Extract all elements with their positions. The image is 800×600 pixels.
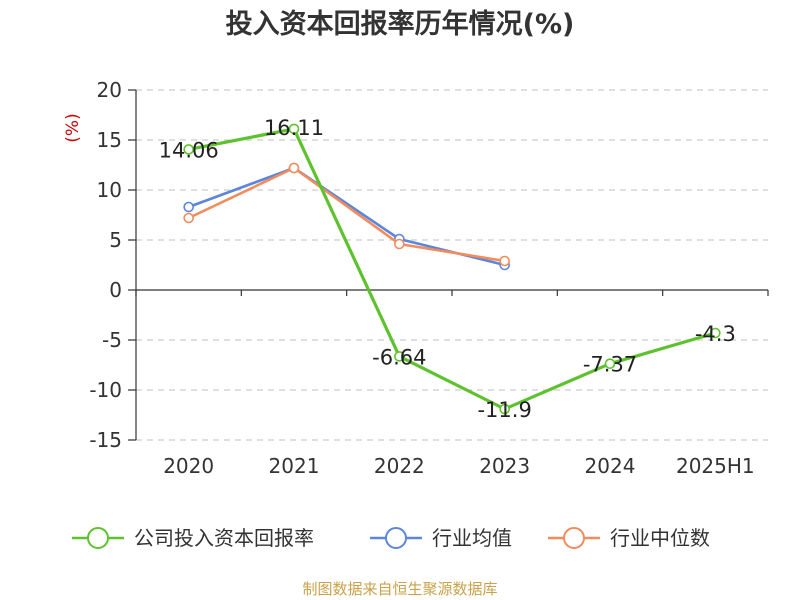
data-label: 16.11 — [264, 116, 324, 140]
series-line — [188, 127, 716, 411]
legend-label: 行业均值 — [432, 526, 512, 550]
y-axis-label: (%) — [63, 113, 83, 142]
y-tick-label: -15 — [89, 428, 122, 452]
plot-area — [183, 123, 721, 415]
legend[interactable]: 公司投入资本回报率 行业均值 行业中位数 — [72, 526, 710, 550]
legend-item[interactable]: 行业均值 — [370, 526, 512, 550]
data-label: 14.06 — [159, 138, 219, 162]
legend-marker — [385, 527, 407, 549]
source-note: 制图数据来自恒生聚源数据库 — [302, 580, 497, 598]
data-point[interactable] — [288, 162, 300, 174]
legend-label: 公司投入资本回报率 — [134, 526, 314, 550]
y-tick-label: -5 — [102, 328, 122, 352]
x-tick-label: 2024 — [585, 454, 636, 478]
legend-marker — [87, 527, 109, 549]
legend-label: 行业中位数 — [610, 526, 710, 550]
y-tick-label: -10 — [89, 378, 122, 402]
y-tick-label: 0 — [109, 278, 122, 302]
data-point[interactable] — [604, 358, 616, 370]
data-point[interactable] — [499, 255, 510, 267]
axes: 20 15 10 5 0 -5 -10 -15 2020 2021 2022 2023 2024 2025… — [89, 78, 769, 478]
x-tick-label: 2023 — [479, 454, 530, 478]
data-point[interactable] — [183, 144, 194, 155]
chart-title: 投入资本回报率历年情况(%) — [226, 8, 575, 40]
y-tick-label: 20 — [97, 78, 122, 102]
data-label: -4.3 — [695, 322, 736, 346]
legend-item[interactable]: 公司投入资本回报率 — [72, 526, 314, 550]
legend-marker — [563, 527, 585, 549]
data-label: -6.64 — [372, 345, 426, 369]
data-point[interactable] — [183, 201, 194, 213]
data-point[interactable] — [499, 403, 510, 415]
data-label: -11.9 — [477, 398, 531, 422]
data-label: -7.37 — [583, 353, 637, 377]
data-point[interactable] — [710, 327, 721, 339]
data-labels: 14.06 16.11 -6.64 -11.9 -7.37 -4.3 — [159, 116, 736, 422]
y-tick-label: 10 — [97, 178, 122, 202]
y-tick-label: 15 — [97, 128, 122, 152]
x-tick-label: 2020 — [163, 454, 214, 478]
x-tick-label: 2021 — [269, 454, 320, 478]
x-tick-label: 2022 — [374, 454, 425, 478]
y-tick-label: 5 — [109, 228, 122, 252]
legend-item[interactable]: 行业中位数 — [548, 526, 710, 550]
series-line — [188, 166, 505, 267]
data-point[interactable] — [394, 238, 405, 250]
x-tick-label: 2025H1 — [676, 454, 755, 478]
data-point[interactable] — [394, 351, 405, 362]
data-point[interactable] — [183, 212, 194, 224]
data-point[interactable] — [288, 123, 300, 135]
series-line — [188, 166, 505, 263]
